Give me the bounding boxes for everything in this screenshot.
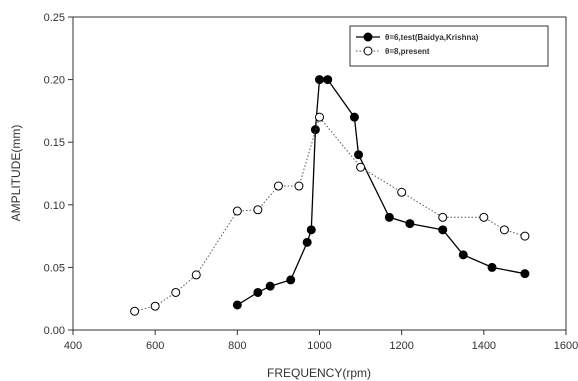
y-axis: 0.00 0.05 0.10 0.15 0.20 0.25 xyxy=(44,12,73,337)
data-point-series-0 xyxy=(306,225,316,235)
data-point-series-1 xyxy=(253,205,263,215)
data-point-series-1 xyxy=(232,206,242,216)
data-point-series-0 xyxy=(349,112,359,122)
data-point-series-1 xyxy=(171,287,181,297)
y-tick-label: 0.05 xyxy=(44,262,65,274)
legend-label-present: θ=8,present xyxy=(385,47,430,56)
legend-marker-present xyxy=(363,46,373,56)
data-point-series-0 xyxy=(302,237,312,247)
x-axis: 400 600 800 1000 1200 1400 1600 xyxy=(64,330,578,352)
x-tick-label: 800 xyxy=(228,340,246,352)
data-point-series-1 xyxy=(397,187,407,197)
y-tick-label: 0.15 xyxy=(44,137,65,149)
data-point-series-1 xyxy=(130,306,140,316)
x-tick-label: 1200 xyxy=(389,340,413,352)
y-tick-label: 0.10 xyxy=(44,200,65,212)
data-point-series-1 xyxy=(294,181,304,191)
data-point-series-1 xyxy=(520,231,530,241)
x-axis-title: FREQUENCY(rpm) xyxy=(267,366,371,380)
data-point-series-1 xyxy=(356,162,366,172)
data-point-series-1 xyxy=(479,212,489,222)
y-tick-label: 0.20 xyxy=(44,75,65,87)
data-point-series-0 xyxy=(487,262,497,272)
data-point-series-0 xyxy=(384,212,394,222)
y-tick-label: 0.25 xyxy=(44,12,65,24)
data-point-series-1 xyxy=(191,270,201,280)
data-point-series-1 xyxy=(315,112,324,122)
y-axis-title: AMPLITUDE(mm) xyxy=(9,125,23,222)
data-point-series-0 xyxy=(253,287,263,297)
legend-box xyxy=(349,25,549,67)
legend-marker-test xyxy=(363,32,373,42)
data-point-series-0 xyxy=(286,275,296,285)
data-point-series-0 xyxy=(232,300,242,310)
data-point-series-0 xyxy=(315,75,324,85)
data-point-series-0 xyxy=(458,250,468,260)
x-tick-label: 400 xyxy=(64,340,82,352)
series-layer xyxy=(130,75,530,316)
legend-label-test: θ=6,test(Baidya,Krishna) xyxy=(385,33,479,42)
x-tick-label: 1400 xyxy=(472,340,496,352)
data-point-series-0 xyxy=(438,225,448,235)
data-point-series-1 xyxy=(273,181,283,191)
data-point-series-0 xyxy=(323,75,333,85)
data-point-series-1 xyxy=(438,212,448,222)
data-point-series-1 xyxy=(499,225,509,235)
data-point-series-0 xyxy=(405,219,415,229)
data-point-series-0 xyxy=(265,281,275,291)
data-point-series-0 xyxy=(520,269,530,279)
legend: θ=6,test(Baidya,Krishna) θ=8,present xyxy=(349,25,549,67)
series-line-1 xyxy=(134,116,526,312)
data-point-series-1 xyxy=(150,301,160,311)
x-tick-label: 1000 xyxy=(307,340,331,352)
x-tick-label: 600 xyxy=(146,340,164,352)
y-tick-label: 0.00 xyxy=(44,325,65,337)
series-line-0 xyxy=(236,78,526,306)
x-tick-label: 1600 xyxy=(554,340,578,352)
data-point-series-0 xyxy=(354,150,364,160)
